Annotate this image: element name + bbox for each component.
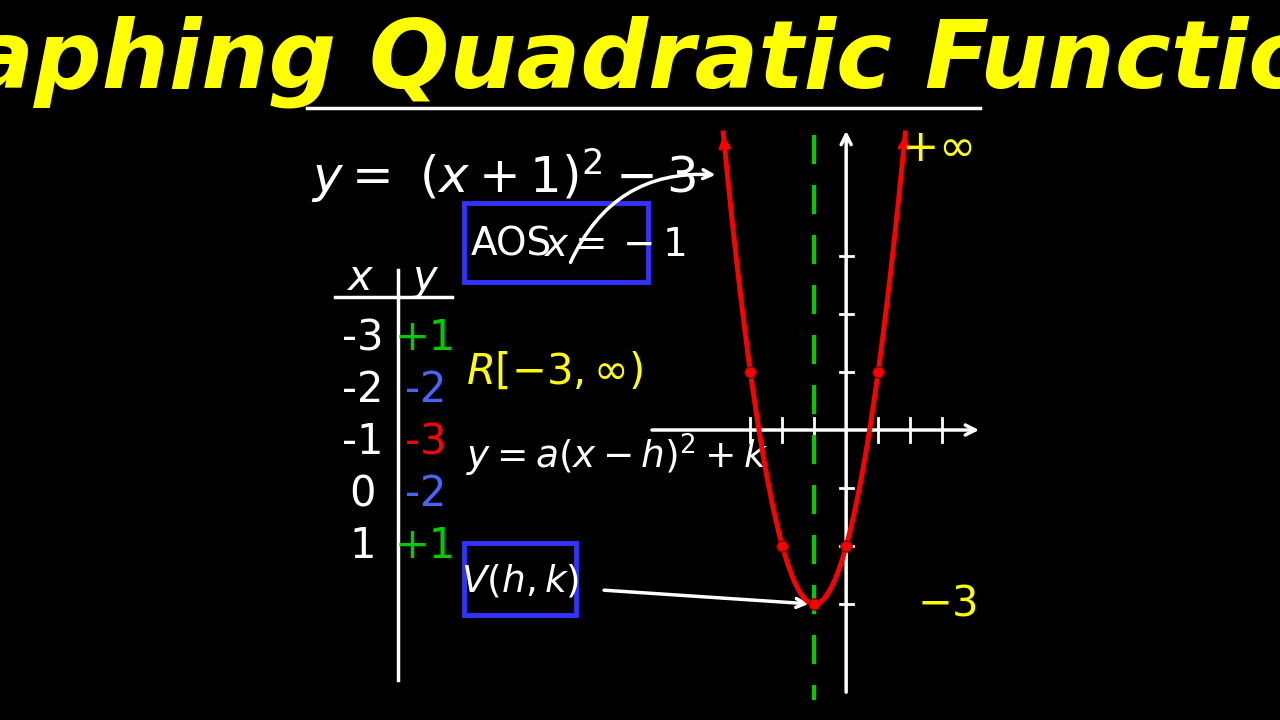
- Text: +1: +1: [396, 317, 456, 359]
- Text: $R[-3,\infty)$: $R[-3,\infty)$: [466, 351, 643, 393]
- FancyBboxPatch shape: [465, 543, 576, 615]
- Text: $-3$: $-3$: [918, 583, 978, 625]
- Text: -1: -1: [342, 421, 384, 463]
- Text: -3: -3: [404, 421, 447, 463]
- Text: Graphing Quadratic Functions: Graphing Quadratic Functions: [0, 16, 1280, 108]
- Text: -2: -2: [342, 369, 384, 411]
- Text: -2: -2: [404, 369, 447, 411]
- Text: $y = a(x-h)^2 + k$: $y = a(x-h)^2 + k$: [466, 431, 768, 479]
- Text: 0: 0: [349, 473, 376, 515]
- Text: $V(h, k)$: $V(h, k)$: [461, 562, 580, 600]
- Text: -3: -3: [342, 317, 384, 359]
- Text: -2: -2: [404, 473, 447, 515]
- FancyBboxPatch shape: [465, 203, 648, 282]
- Text: y: y: [412, 257, 436, 299]
- Text: $y = \ (x+1)^2 - 3$: $y = \ (x+1)^2 - 3$: [311, 145, 696, 204]
- Text: 1: 1: [349, 525, 376, 567]
- Text: $+\infty$: $+\infty$: [901, 127, 973, 169]
- Text: x: x: [347, 257, 371, 299]
- Text: AOS: AOS: [471, 225, 552, 264]
- Text: +1: +1: [396, 525, 456, 567]
- Text: $x = -1$: $x = -1$: [543, 225, 685, 264]
